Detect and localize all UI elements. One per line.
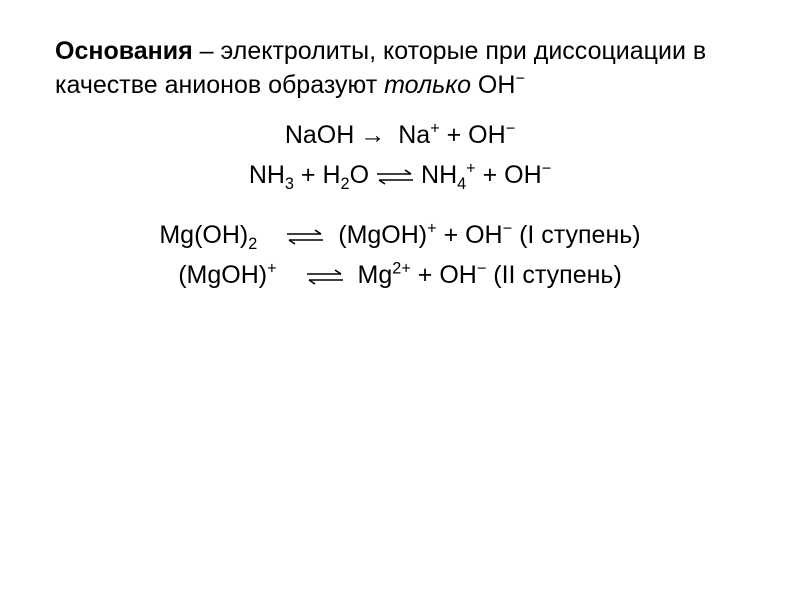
eq2-plus-h2o: + H: [294, 161, 341, 189]
eq2-oh-charge: −: [542, 159, 552, 177]
eq1-plus-oh: + OH: [440, 121, 506, 149]
definition-paragraph: Основания – электролиты, которые при дис…: [55, 35, 745, 103]
eq3-mgoh-charge: +: [427, 219, 437, 237]
definition-ion: OH: [471, 71, 515, 99]
eq3-plus-oh: + OH: [437, 221, 503, 249]
equation-naoh: NaOH→ Na+ + OH−: [55, 115, 745, 155]
eq4-step-label: (II ступень): [486, 261, 621, 289]
eq1-lhs: NaOH: [285, 121, 354, 149]
equilibrium-arrow-icon: [285, 229, 325, 245]
eq2-nh4-sub: 4: [457, 175, 466, 193]
eq4-oh-charge: −: [477, 259, 487, 277]
eq4-plus-oh: + OH: [411, 261, 477, 289]
equation-mgoh2-step1: Mg(OH)2 (MgOH)+ + OH− (I ступень): [55, 215, 745, 255]
equation-nh3: NH3 + H2ONH4+ + OH−: [55, 155, 745, 195]
equation-mgoh2-step2: (MgOH)+ Mg2+ + OH− (II ступень): [55, 255, 745, 295]
eq4-mgoh-cation: (MgOH): [178, 261, 267, 289]
definition-ion-charge: −: [515, 69, 525, 87]
eq2-plus-oh: + OH: [476, 161, 542, 189]
equilibrium-arrow-icon: [305, 269, 345, 285]
eq1-na-charge: +: [430, 119, 440, 137]
eq1-na: Na: [391, 121, 430, 149]
eq2-o: O: [350, 161, 369, 189]
equation-gap: [55, 195, 745, 215]
forward-arrow-icon: →: [360, 115, 385, 155]
eq1-oh-charge: −: [506, 119, 516, 137]
eq2-h2o-sub: 2: [341, 175, 350, 193]
only-word: только: [384, 71, 471, 99]
equilibrium-arrow-icon: [375, 169, 415, 185]
eq3-mgoh2-sub: 2: [248, 235, 257, 253]
eq2-nh4: NH: [421, 161, 457, 189]
eq3-mgoh-cation: (MgOH): [331, 221, 427, 249]
eq4-mg2: Mg: [351, 261, 393, 289]
eq3-step-label: (I ступень): [512, 221, 641, 249]
eq2-nh3-sub: 3: [285, 175, 294, 193]
eq4-mgoh-charge: +: [267, 259, 277, 277]
eq3-mgoh2: Mg(OH): [159, 221, 248, 249]
eq4-mg2-charge: 2+: [392, 259, 411, 277]
eq2-nh3: NH: [249, 161, 285, 189]
eq3-oh-charge: −: [503, 219, 513, 237]
term-word: Основания: [55, 37, 193, 65]
equations-block: NaOH→ Na+ + OH− NH3 + H2ONH4+ + OH− Mg(O…: [55, 115, 745, 295]
eq2-nh4-charge: +: [466, 159, 476, 177]
